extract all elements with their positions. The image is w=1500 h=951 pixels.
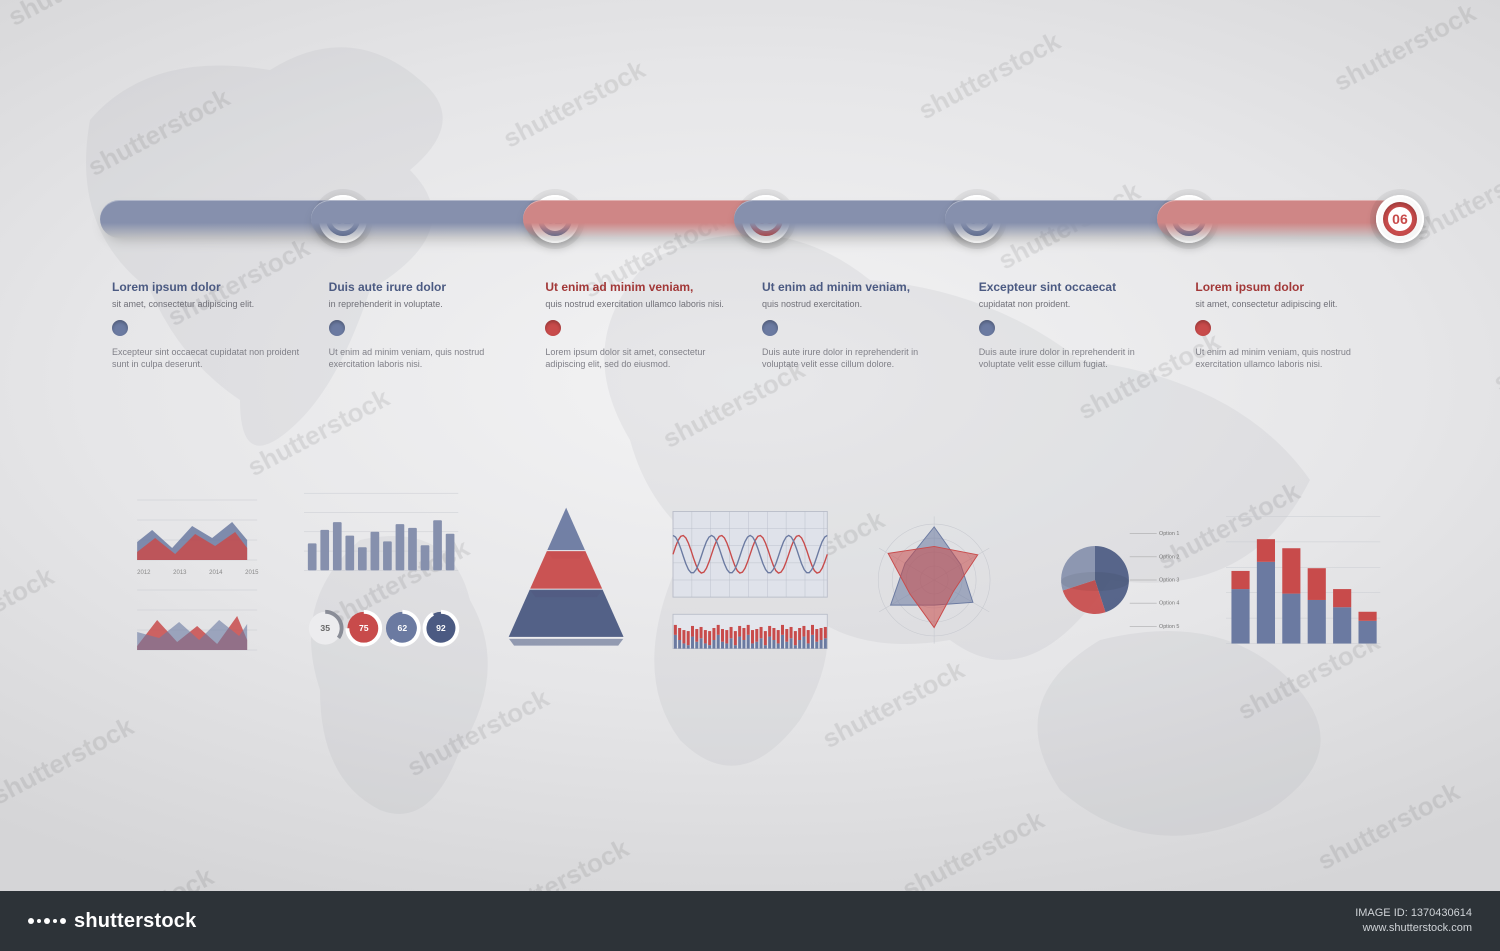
step-body: Ut enim ad minim veniam, quis nostrud ex…	[1195, 346, 1388, 370]
timeline-segment: 02	[311, 200, 554, 238]
step-dot-icon	[329, 320, 345, 336]
svg-text:2015: 2015	[245, 570, 259, 576]
timeline-bar: 01 02 03 04 05 06	[100, 200, 1400, 238]
step-title: Duis aute irure dolor	[329, 280, 522, 294]
svg-text:2012: 2012	[137, 570, 151, 576]
world-map-bg	[0, 0, 1500, 951]
timeline-node-06: 06	[1376, 195, 1424, 243]
step-dot-icon	[979, 320, 995, 336]
timeline-segment: 06	[1157, 200, 1400, 238]
step-dot-icon	[545, 320, 561, 336]
step-title: Ut enim ad minim veniam,	[762, 280, 955, 294]
svg-text:92: 92	[436, 623, 446, 633]
brand-name: shutterstock	[74, 910, 196, 933]
step-intro: quis nostrud exercitation ullamco labori…	[545, 298, 738, 310]
chart-wave-micro	[673, 490, 827, 670]
svg-text:75: 75	[359, 623, 369, 633]
step-5: Excepteur sint occaecat cupidatat non pr…	[967, 280, 1184, 370]
step-title: Lorem ipsum dolor	[112, 280, 305, 294]
step-intro: sit amet, consectetur adipiscing elit.	[112, 298, 305, 310]
step-dot-icon	[762, 320, 778, 336]
step-title: Lorem ipsum dolor	[1195, 280, 1388, 294]
step-body: Duis aute irure dolor in reprehenderit i…	[979, 346, 1172, 370]
step-intro: quis nostrud exercitation.	[762, 298, 955, 310]
chart-pyramid	[489, 490, 643, 670]
image-id-value: 1370430614	[1411, 907, 1472, 919]
step-2: Duis aute irure dolor in reprehenderit i…	[317, 280, 534, 370]
step-intro: in reprehenderit in voluptate.	[329, 298, 522, 310]
step-title: Excepteur sint occaecat	[979, 280, 1172, 294]
image-id-label: IMAGE ID:	[1355, 907, 1408, 919]
step-intro: sit amet, consectetur adipiscing elit.	[1195, 298, 1388, 310]
infographic-canvas: shutterstock 01 02 03 04 05 06 Lorem ips…	[0, 0, 1500, 951]
timeline-segment: 03	[523, 200, 766, 238]
svg-text:Option 1: Option 1	[1159, 531, 1179, 537]
svg-text:Option 3: Option 3	[1159, 578, 1179, 584]
svg-text:35: 35	[321, 623, 331, 633]
step-body: Ut enim ad minim veniam, quis nostrud ex…	[329, 346, 522, 370]
chart-radar	[857, 490, 1011, 670]
timeline-segment: 01	[100, 200, 343, 238]
svg-text:2013: 2013	[173, 570, 187, 576]
step-4: Ut enim ad minim veniam, quis nostrud ex…	[750, 280, 967, 370]
svg-text:Option 2: Option 2	[1159, 554, 1179, 560]
svg-text:2014: 2014	[209, 570, 223, 576]
footer-bar: shutterstock IMAGE ID: 1370430614 www.sh…	[0, 891, 1500, 951]
chart-bars-donuts: 35 75 62 92	[304, 490, 458, 670]
svg-text:Option 5: Option 5	[1159, 624, 1179, 630]
chart-pie: Option 1 Option 2 Option 3 Option 4 Option 5	[1041, 490, 1195, 670]
chart-stacked	[1226, 490, 1380, 670]
brand-logo: shutterstock	[28, 910, 196, 933]
step-body: Lorem ipsum dolor sit amet, consectetur …	[545, 346, 738, 370]
brand-logo-icon	[28, 918, 66, 924]
step-title: Ut enim ad minim veniam,	[545, 280, 738, 294]
step-3: Ut enim ad minim veniam, quis nostrud ex…	[533, 280, 750, 370]
footer-site: www.shutterstock.com	[1355, 921, 1472, 936]
timeline-steps: Lorem ipsum dolor sit amet, consectetur …	[100, 280, 1400, 370]
footer-meta: IMAGE ID: 1370430614 www.shutterstock.co…	[1355, 906, 1472, 937]
svg-text:62: 62	[398, 623, 408, 633]
step-6: Lorem ipsum dolor sit amet, consectetur …	[1183, 280, 1400, 370]
svg-text:Option 4: Option 4	[1159, 601, 1179, 607]
step-dot-icon	[1195, 320, 1211, 336]
step-1: Lorem ipsum dolor sit amet, consectetur …	[100, 280, 317, 370]
step-dot-icon	[112, 320, 128, 336]
timeline-segment: 05	[945, 200, 1188, 238]
chart-area-pair: 2012 2013 2014 2015	[120, 490, 274, 670]
step-body: Excepteur sint occaecat cupidatat non pr…	[112, 346, 305, 370]
charts-row: 2012201320142015 35756292 Option 1Option…	[120, 480, 1380, 680]
timeline-segment: 04	[734, 200, 977, 238]
step-body: Duis aute irure dolor in reprehenderit i…	[762, 346, 955, 370]
step-intro: cupidatat non proident.	[979, 298, 1172, 310]
